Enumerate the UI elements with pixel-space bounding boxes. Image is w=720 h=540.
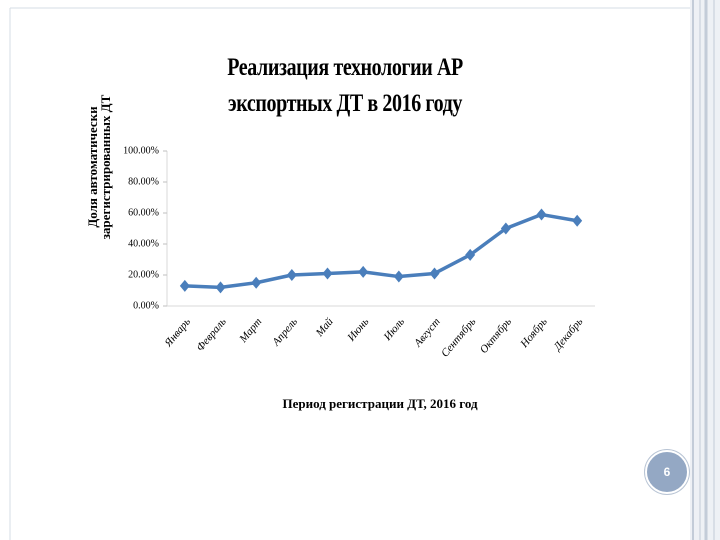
x-tick-label: Март: [237, 316, 265, 346]
x-tick-label: Июнь: [345, 316, 372, 345]
marker: [536, 208, 547, 221]
x-tick-label: Август: [411, 316, 442, 350]
y-tick-label: 100.00%: [123, 145, 159, 156]
marker: [358, 265, 369, 278]
x-tick-label: Февраль: [194, 316, 228, 354]
x-axis-label: Период регистрации ДТ, 2016 год: [282, 396, 478, 411]
marker: [215, 281, 226, 294]
x-tick-label: Декабрь: [551, 316, 585, 354]
x-tick-label: Июль: [381, 316, 407, 344]
marker: [393, 270, 404, 283]
marker: [572, 214, 583, 227]
marker: [286, 269, 297, 281]
y-tick-label: 20.00%: [128, 269, 159, 280]
x-tick-label: Октябрь: [478, 316, 514, 356]
marker: [179, 279, 190, 292]
x-tick-label: Апрель: [270, 316, 300, 349]
marker: [322, 267, 333, 280]
line: [184, 212, 578, 290]
x-tick-label: Сентябрь: [439, 316, 478, 360]
y-tick-label: 80.00%: [128, 176, 159, 187]
x-tick-label: Ноябрь: [518, 316, 550, 351]
x-tick-label: Май: [313, 315, 336, 339]
marker: [500, 222, 511, 235]
y-tick-label: 0.00%: [133, 300, 159, 311]
y-tick-label: 60.00%: [128, 207, 159, 218]
chart-title: Реализация технологии АР экспортных ДТ в…: [227, 54, 463, 117]
marker: [429, 267, 440, 280]
y-tick-label: 40.00%: [128, 238, 159, 249]
marker: [251, 276, 262, 289]
y-axis-label: Доля автоматически зарегистрированных ДТ: [85, 94, 113, 240]
slide-number: 6: [645, 450, 689, 494]
x-tick-label: Январь: [162, 316, 193, 350]
marker: [465, 248, 476, 261]
